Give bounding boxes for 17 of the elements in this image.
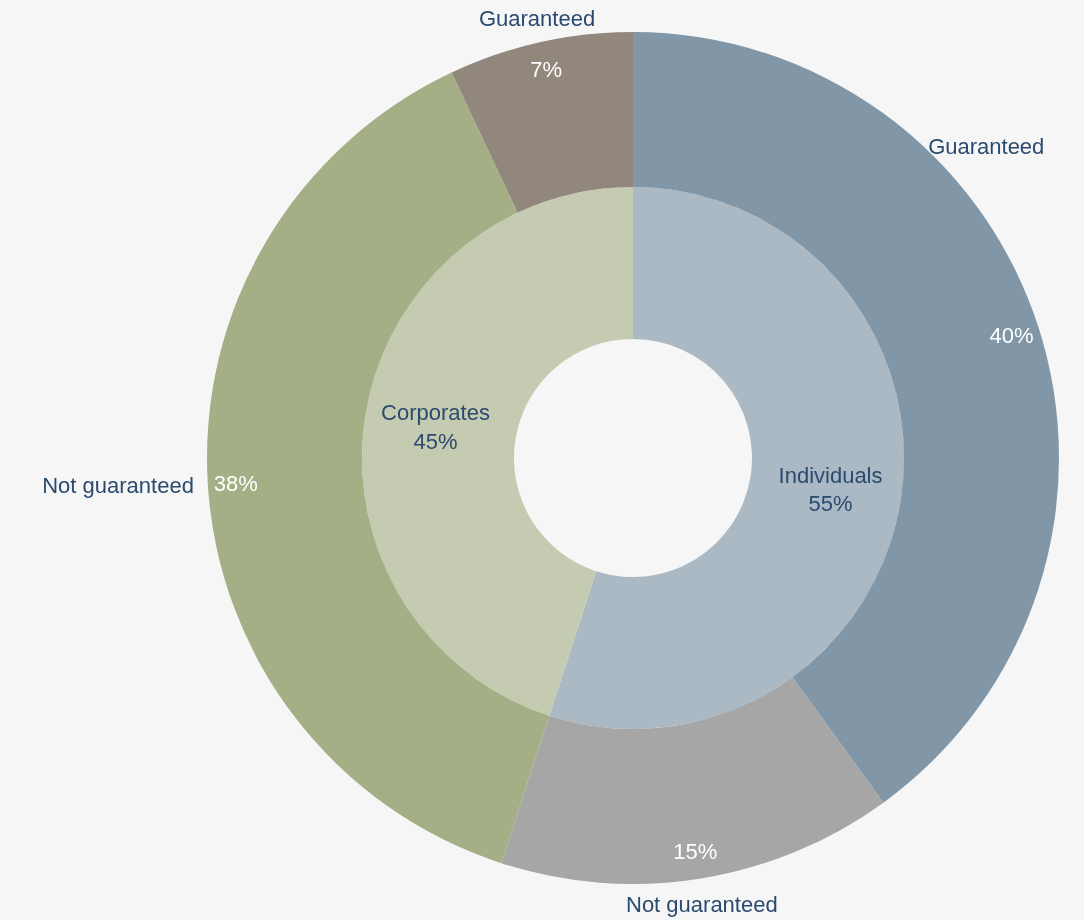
slice-label: Guaranteed (478, 6, 596, 32)
data-label: 40% (989, 322, 1034, 348)
donut-slice (501, 677, 884, 884)
slice-label: Not guaranteed (626, 892, 778, 918)
data-label: 55% (808, 491, 853, 517)
data-label: 15% (673, 838, 718, 864)
donut-slice (362, 187, 633, 716)
slice-label: Individuals (778, 462, 883, 488)
data-label: 38% (213, 470, 258, 496)
donut-slice (549, 187, 904, 729)
donut-slice (451, 32, 633, 213)
slice-label: Not guaranteed (42, 473, 194, 499)
slice-label: Corporates (381, 400, 490, 426)
data-label: 7% (530, 57, 563, 83)
donut-slice (633, 32, 1059, 803)
slice-label: Guaranteed (928, 134, 1045, 160)
data-label: 45% (413, 428, 458, 454)
